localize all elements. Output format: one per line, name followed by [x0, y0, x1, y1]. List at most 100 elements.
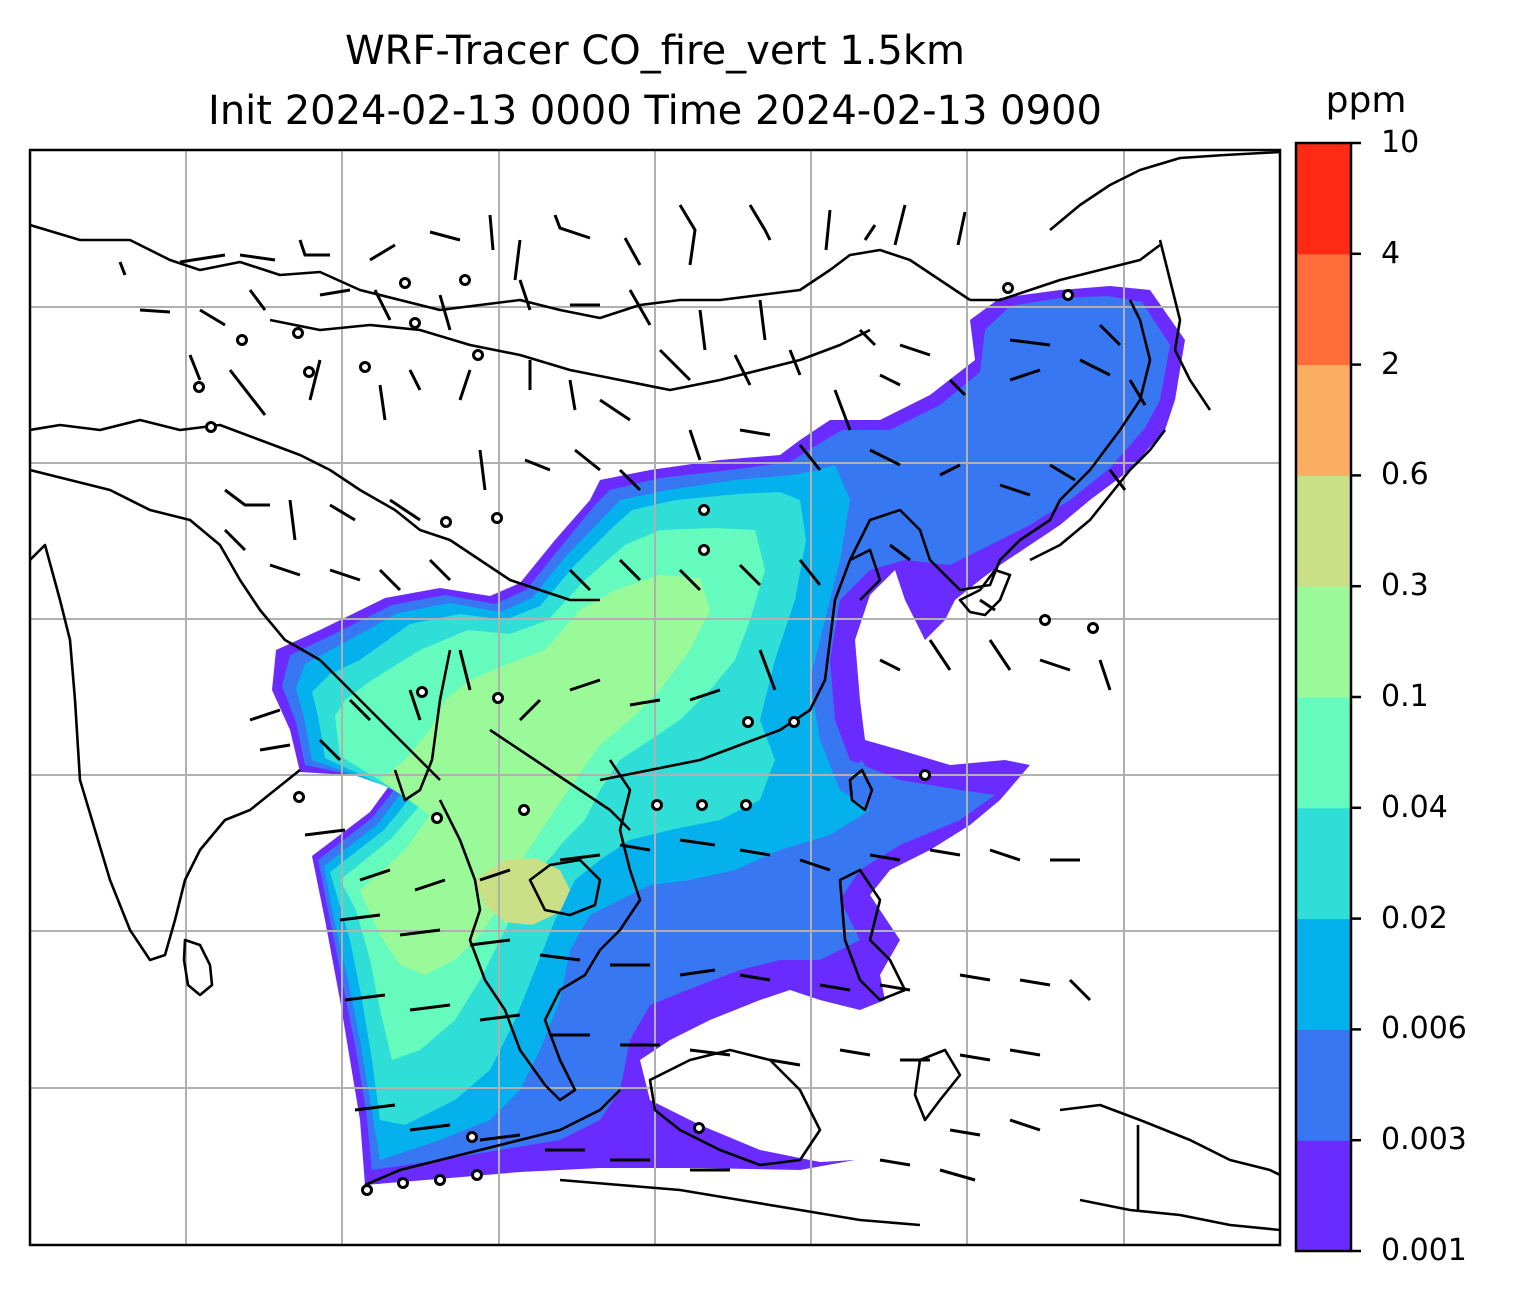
calm-marker [205, 421, 217, 433]
wind-barb [339, 913, 1092, 1002]
colorbar-segment [1296, 697, 1351, 809]
border-himalaya-south [30, 468, 321, 662]
calm-marker [440, 516, 452, 528]
coast-srilanka [182, 938, 214, 997]
colorbar-unit-label: ppm [1325, 80, 1407, 121]
coast-philippines [838, 868, 907, 1002]
wind-barb [188, 348, 1147, 431]
calm-marker [399, 277, 411, 289]
calm-marker [788, 716, 800, 728]
coast-borneo [648, 1048, 822, 1167]
calm-marker [696, 799, 708, 811]
coast-newguinea [1059, 1103, 1280, 1177]
calm-marker [742, 716, 754, 728]
wind-barb [139, 279, 1122, 357]
coast-india [30, 543, 301, 962]
colorbar-tick-label: 2 [1381, 346, 1401, 382]
calm-marker [409, 317, 421, 329]
colorbar-segment [1296, 475, 1351, 587]
colorbar-tick-label: 0.3 [1381, 568, 1429, 604]
wind-barb [118, 204, 967, 281]
colorbar-tick-marks [1351, 141, 1361, 1253]
wind-barbs [118, 204, 1147, 1182]
colorbar-segment [1296, 143, 1351, 255]
calm-marker [459, 274, 471, 286]
colorbar-tick-label: 0.1 [1381, 679, 1429, 714]
coast-bay-east [393, 649, 452, 802]
calm-marker [471, 1169, 483, 1181]
colorbar-tick-label: 4 [1381, 235, 1401, 271]
wind-barb [223, 528, 996, 612]
colorbar-segment [1296, 586, 1351, 698]
coast-gulf-thailand [528, 858, 602, 917]
calm-marker [491, 512, 503, 524]
coast-korea [958, 568, 1012, 617]
border-himalaya [30, 223, 971, 320]
calm-marker [361, 1184, 373, 1196]
wind-barb [249, 639, 1112, 762]
calm-marker [693, 1122, 705, 1134]
calm-marker [434, 1174, 446, 1186]
colorbar-segment [1296, 1029, 1351, 1141]
calm-marker [359, 361, 371, 373]
calm-marker [518, 804, 530, 816]
coast-sulawesi [913, 1048, 962, 1122]
calm-marker [740, 799, 752, 811]
colorbar-segment [1296, 364, 1351, 476]
coast-china-north [848, 299, 1152, 592]
colorbar [1296, 143, 1351, 1252]
calm-marker [416, 686, 428, 698]
calm-marker [466, 1131, 478, 1143]
calm-marker [293, 791, 305, 803]
border-china-russia [970, 243, 1161, 302]
calm-marker [492, 692, 504, 704]
border-west-china [30, 418, 451, 542]
calm-marker [1039, 614, 1051, 626]
coast-indochina [438, 759, 642, 1102]
calm-marker [698, 504, 710, 516]
calm-marker [236, 334, 248, 346]
colorbar-tick-label: 0.001 [1381, 1233, 1467, 1268]
border-laos-vietnam [489, 728, 631, 831]
colorbar-segment [1296, 1140, 1351, 1252]
calm-marker [292, 327, 304, 339]
coast-newguinea-south [1079, 1198, 1280, 1232]
colorbar-tick-label: 0.6 [1381, 457, 1429, 493]
wind-barb [304, 828, 1080, 892]
colorbar-tick-label: 0.006 [1381, 1011, 1467, 1047]
calm-marker [651, 799, 663, 811]
calm-marker [919, 769, 931, 781]
colorbar-tick-label: 10 [1381, 125, 1420, 160]
calm-wind-markers [193, 274, 1099, 1196]
wind-barb [344, 993, 1041, 1067]
map-title-line1: WRF-Tracer CO_fire_vert 1.5km [344, 28, 966, 74]
coast-java [559, 1178, 921, 1227]
calm-marker [397, 1177, 409, 1189]
map-frame [28, 148, 1282, 1247]
coast-japan [1029, 429, 1167, 562]
calm-marker [1087, 622, 1099, 634]
colorbar-segment [1296, 253, 1351, 366]
calm-marker [1002, 282, 1014, 294]
map-title-line2: Init 2024-02-13 0000 Time 2024-02-13 090… [208, 88, 1102, 134]
wind-barb [354, 1103, 1041, 1182]
calm-marker [472, 349, 484, 361]
calm-marker [431, 812, 443, 824]
calm-marker [193, 381, 205, 393]
calm-marker [1062, 289, 1074, 301]
coast-taiwan [848, 768, 874, 812]
calm-marker [303, 366, 315, 378]
border-myanmar [319, 659, 441, 781]
colorbar-tick-label: 0.02 [1381, 900, 1448, 936]
tracer-plume [272, 286, 1185, 1185]
coast-okhotsk [1158, 239, 1212, 411]
border-china-se [449, 538, 600, 602]
coast-sumatra [364, 1089, 621, 1187]
coast-china-south [599, 548, 882, 782]
colorbar-tick-label: 0.04 [1381, 789, 1448, 825]
coast-kamchatka [1049, 150, 1280, 231]
calm-marker [698, 544, 710, 556]
colorbar-segment [1296, 918, 1351, 1030]
colorbar-tick-label: 0.003 [1381, 1122, 1467, 1158]
